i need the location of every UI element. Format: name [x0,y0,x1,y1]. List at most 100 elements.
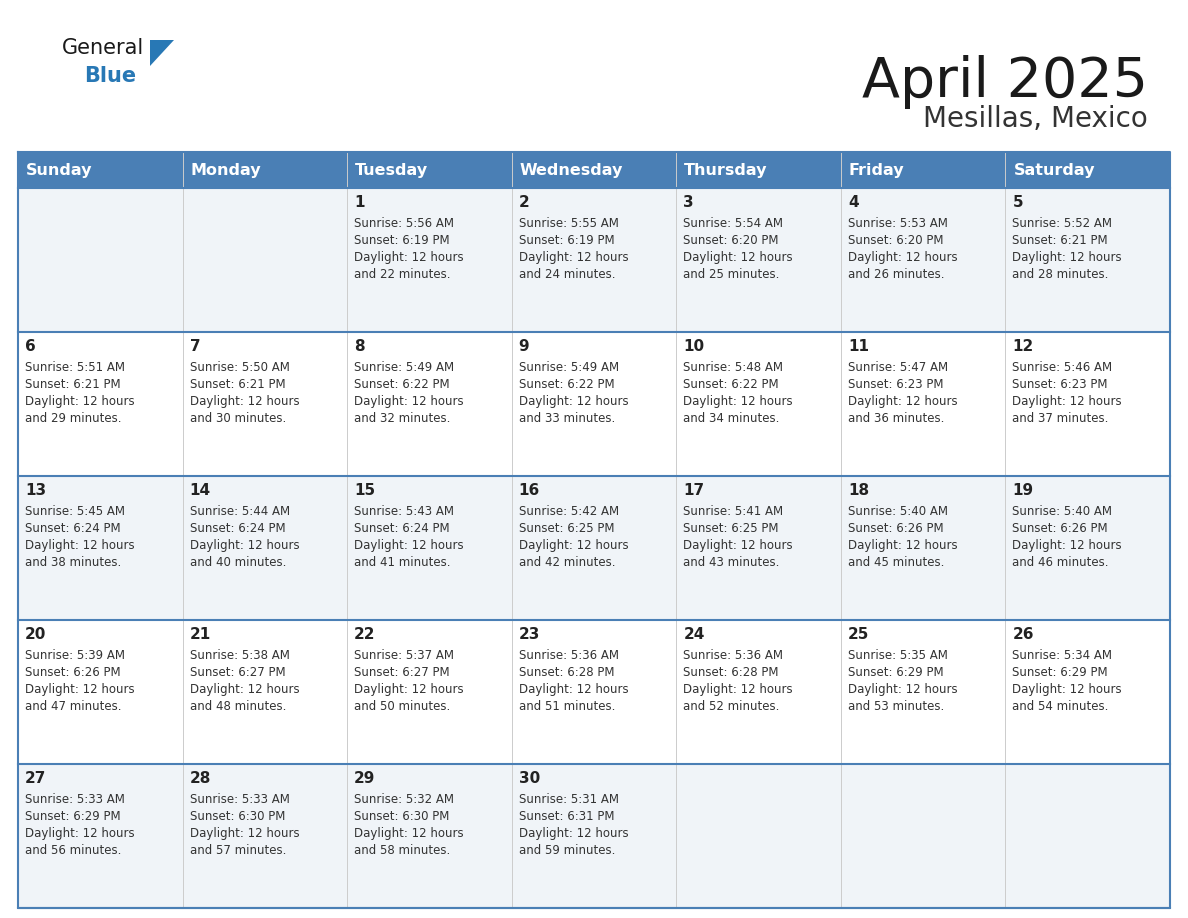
Text: Daylight: 12 hours: Daylight: 12 hours [683,395,792,408]
Text: Sunset: 6:29 PM: Sunset: 6:29 PM [1012,666,1108,679]
Text: Sunrise: 5:41 AM: Sunrise: 5:41 AM [683,505,783,518]
Text: and 46 minutes.: and 46 minutes. [1012,556,1108,569]
Text: Sunrise: 5:48 AM: Sunrise: 5:48 AM [683,361,783,374]
Text: Sunrise: 5:54 AM: Sunrise: 5:54 AM [683,217,783,230]
Text: Daylight: 12 hours: Daylight: 12 hours [1012,251,1121,264]
Text: Tuesday: Tuesday [355,162,428,177]
Text: 7: 7 [190,339,201,354]
Text: Daylight: 12 hours: Daylight: 12 hours [25,827,134,840]
Text: Sunset: 6:21 PM: Sunset: 6:21 PM [190,378,285,391]
Text: and 52 minutes.: and 52 minutes. [683,700,779,713]
Bar [183,476,347,620]
Text: Sunset: 6:20 PM: Sunset: 6:20 PM [848,234,943,247]
Text: and 53 minutes.: and 53 minutes. [848,700,944,713]
Text: and 33 minutes.: and 33 minutes. [519,412,615,425]
Text: Daylight: 12 hours: Daylight: 12 hours [354,251,463,264]
Text: Sunrise: 5:33 AM: Sunrise: 5:33 AM [25,793,125,806]
Text: Sunrise: 5:47 AM: Sunrise: 5:47 AM [848,361,948,374]
Text: 1: 1 [354,195,365,210]
Text: Daylight: 12 hours: Daylight: 12 hours [683,539,792,552]
Polygon shape [150,40,173,66]
Text: and 48 minutes.: and 48 minutes. [190,700,286,713]
Text: and 42 minutes.: and 42 minutes. [519,556,615,569]
Bar [183,188,347,332]
Text: Sunrise: 5:40 AM: Sunrise: 5:40 AM [1012,505,1112,518]
Text: Sunrise: 5:49 AM: Sunrise: 5:49 AM [519,361,619,374]
Text: 22: 22 [354,627,375,642]
Text: and 38 minutes.: and 38 minutes. [25,556,121,569]
Text: Sunrise: 5:34 AM: Sunrise: 5:34 AM [1012,649,1112,662]
Text: and 34 minutes.: and 34 minutes. [683,412,779,425]
Text: and 50 minutes.: and 50 minutes. [354,700,450,713]
Text: Daylight: 12 hours: Daylight: 12 hours [354,683,463,696]
Text: Sunset: 6:26 PM: Sunset: 6:26 PM [848,522,943,535]
Text: 13: 13 [25,483,46,498]
Bar [183,764,347,908]
Text: Sunset: 6:26 PM: Sunset: 6:26 PM [1012,522,1108,535]
Bar [347,764,512,908]
Text: Sunset: 6:24 PM: Sunset: 6:24 PM [25,522,121,535]
Bar [347,188,512,332]
Text: Monday: Monday [190,162,261,177]
Text: 11: 11 [848,339,868,354]
Text: 18: 18 [848,483,868,498]
Text: Sunset: 6:24 PM: Sunset: 6:24 PM [354,522,450,535]
Text: and 41 minutes.: and 41 minutes. [354,556,450,569]
Text: Sunrise: 5:35 AM: Sunrise: 5:35 AM [848,649,948,662]
Text: Sunrise: 5:50 AM: Sunrise: 5:50 AM [190,361,290,374]
Text: and 57 minutes.: and 57 minutes. [190,844,286,857]
Text: Daylight: 12 hours: Daylight: 12 hours [1012,395,1121,408]
Text: 12: 12 [1012,339,1034,354]
Bar [512,620,676,764]
Text: Wednesday: Wednesday [519,162,623,177]
Text: Mesillas, Mexico: Mesillas, Mexico [923,105,1148,133]
Text: Friday: Friday [849,162,904,177]
Text: 2: 2 [519,195,530,210]
Text: and 47 minutes.: and 47 minutes. [25,700,121,713]
Text: and 58 minutes.: and 58 minutes. [354,844,450,857]
Text: and 56 minutes.: and 56 minutes. [25,844,121,857]
Text: 25: 25 [848,627,870,642]
Bar [676,332,841,476]
Text: and 29 minutes.: and 29 minutes. [25,412,121,425]
Bar [183,332,347,476]
Text: Sunset: 6:21 PM: Sunset: 6:21 PM [25,378,121,391]
Text: and 36 minutes.: and 36 minutes. [848,412,944,425]
Bar [512,188,676,332]
Text: Sunset: 6:22 PM: Sunset: 6:22 PM [519,378,614,391]
Bar [676,476,841,620]
Text: Sunset: 6:29 PM: Sunset: 6:29 PM [848,666,943,679]
Text: Daylight: 12 hours: Daylight: 12 hours [683,683,792,696]
Text: 16: 16 [519,483,541,498]
Text: Daylight: 12 hours: Daylight: 12 hours [354,395,463,408]
Text: and 54 minutes.: and 54 minutes. [1012,700,1108,713]
Text: 4: 4 [848,195,859,210]
Text: 14: 14 [190,483,210,498]
Bar [841,332,1005,476]
Text: and 40 minutes.: and 40 minutes. [190,556,286,569]
Text: Daylight: 12 hours: Daylight: 12 hours [848,395,958,408]
Bar [841,764,1005,908]
Text: 5: 5 [1012,195,1023,210]
Bar [347,476,512,620]
Text: Daylight: 12 hours: Daylight: 12 hours [519,251,628,264]
Text: Sunset: 6:25 PM: Sunset: 6:25 PM [683,522,779,535]
Text: Sunrise: 5:51 AM: Sunrise: 5:51 AM [25,361,125,374]
Bar [1005,332,1170,476]
Text: Sunrise: 5:45 AM: Sunrise: 5:45 AM [25,505,125,518]
Text: and 32 minutes.: and 32 minutes. [354,412,450,425]
Text: Sunrise: 5:33 AM: Sunrise: 5:33 AM [190,793,290,806]
Text: Sunrise: 5:56 AM: Sunrise: 5:56 AM [354,217,454,230]
Text: Sunset: 6:26 PM: Sunset: 6:26 PM [25,666,121,679]
Text: 24: 24 [683,627,704,642]
Text: 8: 8 [354,339,365,354]
Bar [512,476,676,620]
Text: Daylight: 12 hours: Daylight: 12 hours [519,683,628,696]
Text: Daylight: 12 hours: Daylight: 12 hours [848,251,958,264]
Text: Sunrise: 5:49 AM: Sunrise: 5:49 AM [354,361,454,374]
Text: 23: 23 [519,627,541,642]
Text: Sunrise: 5:46 AM: Sunrise: 5:46 AM [1012,361,1112,374]
Text: Sunrise: 5:53 AM: Sunrise: 5:53 AM [848,217,948,230]
Text: Blue: Blue [84,66,137,86]
Text: Sunset: 6:19 PM: Sunset: 6:19 PM [519,234,614,247]
